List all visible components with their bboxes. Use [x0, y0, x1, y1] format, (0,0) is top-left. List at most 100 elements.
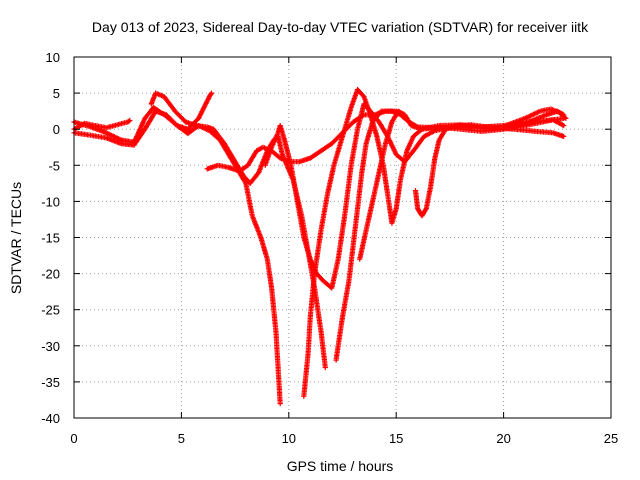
- data-point-markers: [382, 120, 395, 147]
- data-point-markers: [490, 125, 516, 132]
- data-point-markers: [243, 180, 255, 217]
- data-point-markers: [204, 163, 220, 172]
- x-tick-label: 25: [604, 431, 618, 446]
- data-point-markers: [335, 214, 347, 262]
- data-point-markers: [294, 198, 307, 239]
- series-arc10: [412, 122, 567, 219]
- data-point-markers: [281, 137, 294, 167]
- data-point-markers: [103, 135, 123, 146]
- data-point-markers: [301, 352, 311, 399]
- data-point-markers: [350, 207, 360, 248]
- axes: 0 5 10 15 20 25 10 5 0 -5 -10 -15 -20 -25 -30 -35 -40: [41, 50, 618, 446]
- series-arc2: [71, 108, 283, 407]
- x-tick-label: 10: [282, 431, 296, 446]
- data-point-markers: [363, 120, 375, 147]
- data-point-markers: [221, 141, 237, 163]
- data-point-markers: [161, 112, 179, 128]
- data-point-markers: [172, 108, 188, 124]
- data-point-markers: [550, 130, 567, 139]
- data-point-markers: [339, 279, 352, 320]
- data-point-markers: [348, 128, 360, 168]
- data-point-markers: [318, 328, 328, 371]
- y-tick-label: -10: [41, 194, 60, 209]
- data-point-markers: [312, 229, 324, 277]
- data-point-markers: [544, 115, 567, 124]
- data-point-markers: [215, 162, 230, 170]
- chart-title: Day 013 of 2023, Sidereal Day-to-day VTE…: [92, 19, 589, 35]
- data-point-markers: [318, 141, 334, 154]
- x-axis-label: GPS time / hours: [287, 458, 394, 474]
- y-tick-label: -30: [41, 339, 60, 354]
- data-point-markers: [264, 256, 274, 290]
- data-point-markers: [402, 112, 413, 127]
- data-point-markers: [453, 122, 473, 129]
- y-tick-label: -15: [41, 231, 60, 246]
- y-tick-label: -5: [48, 158, 60, 173]
- data-point-markers: [269, 285, 279, 333]
- data-point-markers: [150, 104, 166, 117]
- data-point-markers: [324, 164, 337, 197]
- data-point-markers: [361, 94, 373, 116]
- data-point-markers: [428, 157, 438, 190]
- data-point-markers: [305, 315, 313, 356]
- series-arc8: [333, 106, 569, 363]
- data-point-markers: [275, 364, 283, 407]
- y-tick-label: 10: [46, 50, 60, 65]
- data-point-markers: [86, 132, 108, 141]
- data-point-markers: [301, 234, 313, 261]
- data-point-markers: [211, 126, 227, 145]
- y-axis-label: SDTVAR / TECUs: [8, 182, 24, 294]
- x-tick-label: 15: [389, 431, 403, 446]
- data-point-markers: [393, 178, 403, 212]
- y-tick-label: -40: [41, 411, 60, 426]
- data-point-markers: [359, 142, 369, 176]
- data-point-markers: [329, 258, 341, 291]
- y-tick-label: 0: [53, 122, 60, 137]
- data-point-markers: [262, 146, 274, 168]
- data-point-markers: [376, 142, 388, 176]
- data-point-markers: [348, 88, 360, 111]
- data-point-markers: [318, 193, 330, 233]
- y-tick-label: -20: [41, 267, 60, 282]
- data-point-markers: [354, 86, 366, 99]
- data-point-markers: [370, 109, 383, 125]
- data-point-markers: [370, 171, 382, 204]
- data-point-markers: [277, 123, 287, 142]
- data-point-markers: [249, 213, 263, 239]
- data-point-markers: [412, 188, 421, 210]
- data-point-markers: [342, 164, 354, 219]
- data-point-markers: [258, 234, 270, 261]
- data-point-markers: [419, 123, 441, 132]
- data-point-markers: [458, 126, 484, 134]
- data-point-markers: [363, 200, 375, 233]
- data-point-markers: [273, 328, 281, 369]
- x-tick-label: 5: [178, 431, 185, 446]
- data-point-markers: [131, 117, 147, 145]
- data-point-markers: [275, 133, 285, 156]
- data-point-markers: [432, 138, 442, 161]
- data-point-markers: [533, 128, 554, 136]
- data-point-markers: [522, 118, 548, 125]
- data-point-markers: [88, 124, 108, 135]
- data-point-markers: [346, 243, 356, 284]
- data-point-markers: [256, 149, 270, 176]
- data-point-markers: [288, 162, 300, 203]
- data-point-markers: [421, 128, 437, 139]
- data-point-markers: [410, 135, 426, 154]
- y-tick-label: 5: [53, 86, 60, 101]
- data-point-markers: [103, 130, 123, 142]
- data-point-markers: [206, 90, 215, 100]
- data-point-markers: [245, 149, 259, 168]
- data-point-markers: [389, 207, 399, 226]
- data-point-markers: [395, 108, 407, 117]
- y-tick-label: -35: [41, 375, 60, 390]
- data-point-markers: [397, 149, 410, 183]
- data-point-markers: [307, 272, 317, 320]
- data-point-markers: [125, 117, 133, 125]
- data-point-markers: [419, 207, 429, 219]
- data-point-markers: [161, 94, 177, 113]
- data-point-markers: [307, 149, 323, 161]
- data-point-markers: [522, 109, 542, 121]
